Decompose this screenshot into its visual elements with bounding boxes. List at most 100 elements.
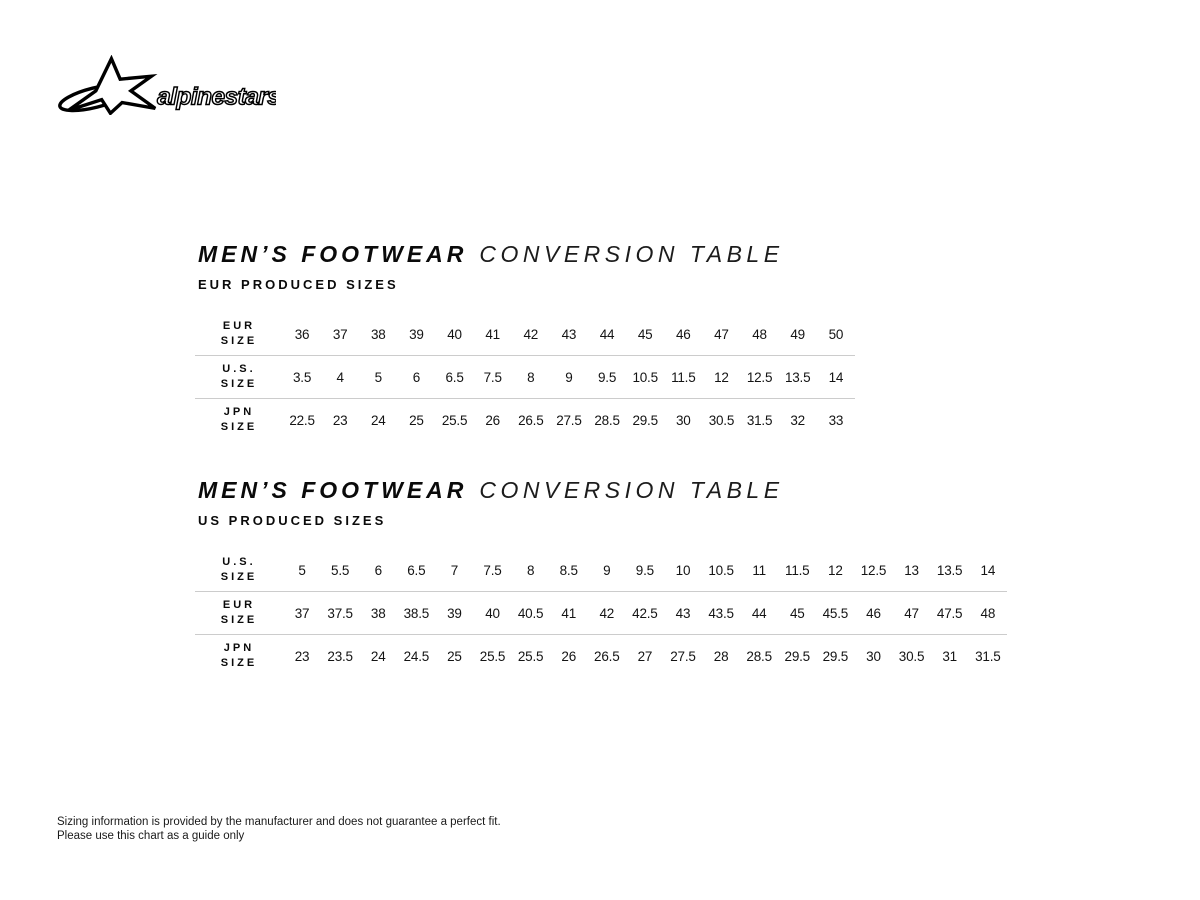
- size-value: 14: [980, 562, 996, 578]
- size-value: 26: [549, 634, 588, 677]
- size-value: 39: [435, 591, 474, 635]
- table-row: U.S. SIZE 5 5.5 6 6.5 7 7.5 8 8.5 9 9.5 10 10.5 11 11.…: [195, 549, 1007, 592]
- size-value: 46: [854, 591, 893, 635]
- size-value: 25.5: [473, 634, 512, 677]
- size-value: 27: [625, 634, 664, 677]
- size-value: 32: [778, 398, 817, 441]
- size-value: 9: [549, 355, 588, 399]
- size-value: 38: [371, 326, 386, 342]
- size-value: 24: [359, 634, 398, 677]
- size-value: 25: [435, 634, 474, 677]
- size-value: 10.5: [708, 562, 734, 578]
- size-value: 8: [511, 355, 550, 399]
- section-us-produced: MEN’S FOOTWEAR CONVERSION TABLE US PRODUC…: [195, 476, 1007, 677]
- size-value: 6: [374, 562, 383, 578]
- size-value: 24: [359, 398, 398, 441]
- size-value: 8.5: [559, 562, 578, 578]
- size-value: 11.5: [785, 562, 810, 578]
- size-value: 43: [561, 326, 577, 342]
- alpinestars-logo: alpinestars: [52, 54, 282, 117]
- size-value: 27.5: [549, 398, 588, 441]
- conversion-table-us-produced: U.S. SIZE 5 5.5 6 6.5 7 7.5 8 8.5 9 9.5 10 10.5 11 11.…: [195, 549, 1007, 677]
- size-value: 47: [892, 591, 931, 635]
- size-value: 6.5: [407, 562, 426, 578]
- size-value: 7.5: [483, 562, 502, 578]
- size-value: 13.5: [936, 562, 963, 578]
- size-value: 5: [359, 355, 398, 399]
- section-eur-produced: MEN’S FOOTWEAR CONVERSION TABLE EUR PRODU…: [195, 240, 855, 441]
- size-value: 5.5: [331, 562, 350, 578]
- size-value: 26.5: [587, 634, 626, 677]
- size-value: 12.5: [740, 355, 779, 399]
- size-value: 6: [397, 355, 436, 399]
- size-value: 44: [740, 591, 779, 635]
- size-value: 42: [587, 591, 626, 635]
- disclaimer-line-1: Sizing information is provided by the ma…: [57, 816, 501, 828]
- table-row: U.S. SIZE 3.5 4 5 6 6.5 7.5 8 9 9.5 10.5 11.5 12 12.5…: [195, 355, 855, 399]
- size-value: 12.5: [860, 562, 887, 578]
- alpinestars-logo-graphic: alpinestars: [58, 54, 282, 116]
- size-value: 29.5: [626, 398, 665, 441]
- size-value: 25.5: [435, 398, 474, 441]
- size-value: 44: [599, 326, 615, 342]
- size-value: 7: [450, 562, 459, 578]
- size-value: 43.5: [702, 591, 741, 635]
- size-value: 26: [473, 398, 512, 441]
- size-value: 31.5: [968, 634, 1007, 677]
- size-value: 25.5: [511, 634, 550, 677]
- size-value: 4: [321, 355, 360, 399]
- size-value: 29.5: [816, 634, 855, 677]
- section-title-light: CONVERSION TABLE: [479, 241, 784, 267]
- size-value: 24.5: [397, 634, 436, 677]
- size-value: 13.5: [778, 355, 817, 399]
- size-value: 25: [397, 398, 436, 441]
- row-label: U.S. SIZE: [220, 556, 258, 583]
- conversion-table-eur-produced: EUR SIZE 36 37 38 39 40 41 42 43 44 45 46 47 48 49 50 U.…: [195, 313, 855, 441]
- table-row: EUR SIZE 37 37.5 38 38.5 39 40 40.5 41 42 42.5 43 43…: [195, 591, 1007, 635]
- size-value: 41: [485, 326, 500, 342]
- row-label: JPN SIZE: [195, 634, 283, 677]
- size-value: 11.5: [664, 355, 703, 399]
- size-value: 30: [664, 398, 703, 441]
- size-value: 41: [549, 591, 588, 635]
- size-value: 28: [702, 634, 741, 677]
- size-value: 5: [298, 562, 306, 578]
- disclaimer-line-2: Please use this chart as a guide only: [57, 830, 245, 842]
- size-value: 9.5: [635, 562, 654, 578]
- size-value: 43: [663, 591, 703, 635]
- size-value: 40: [473, 591, 512, 635]
- size-value: 31.5: [740, 398, 779, 441]
- section-subtitle: US PRODUCED SIZES: [198, 513, 387, 528]
- size-value: 10.5: [626, 355, 665, 399]
- size-value: 13: [904, 562, 919, 578]
- size-value: 48: [752, 326, 767, 342]
- size-value: 23.5: [321, 634, 360, 677]
- star-icon: [67, 54, 158, 116]
- size-value: 40: [447, 326, 462, 342]
- section-title-light: CONVERSION TABLE: [479, 477, 784, 503]
- table-row: JPN SIZE 22.5 23 24 25 25.5 26 26.5 27.5 28.5 29.5…: [195, 398, 855, 441]
- size-value: 39: [409, 326, 424, 342]
- size-value: 7.5: [473, 355, 512, 399]
- size-value: 48: [968, 591, 1007, 635]
- size-value: 6.5: [435, 355, 474, 399]
- size-value: 45.5: [816, 591, 855, 635]
- logo-wordmark: alpinestars: [157, 83, 276, 110]
- size-value: 45: [778, 591, 817, 635]
- section-subtitle: EUR PRODUCED SIZES: [198, 277, 399, 292]
- size-value: 47.5: [930, 591, 969, 635]
- size-value: 26.5: [511, 398, 550, 441]
- size-value: 40.5: [511, 591, 550, 635]
- size-value: 33: [816, 398, 855, 441]
- size-value: 50: [828, 326, 844, 342]
- size-value: 3.5: [283, 355, 322, 399]
- size-value: 29.5: [778, 634, 817, 677]
- size-value: 23: [283, 634, 322, 677]
- size-value: 46: [676, 326, 691, 342]
- size-value: 42.5: [625, 591, 664, 635]
- size-value: 45: [637, 326, 653, 342]
- size-value: 27.5: [663, 634, 703, 677]
- size-value: 14: [816, 355, 855, 399]
- section-title-bold: MEN’S FOOTWEAR: [198, 477, 468, 503]
- size-value: 28.5: [588, 398, 627, 441]
